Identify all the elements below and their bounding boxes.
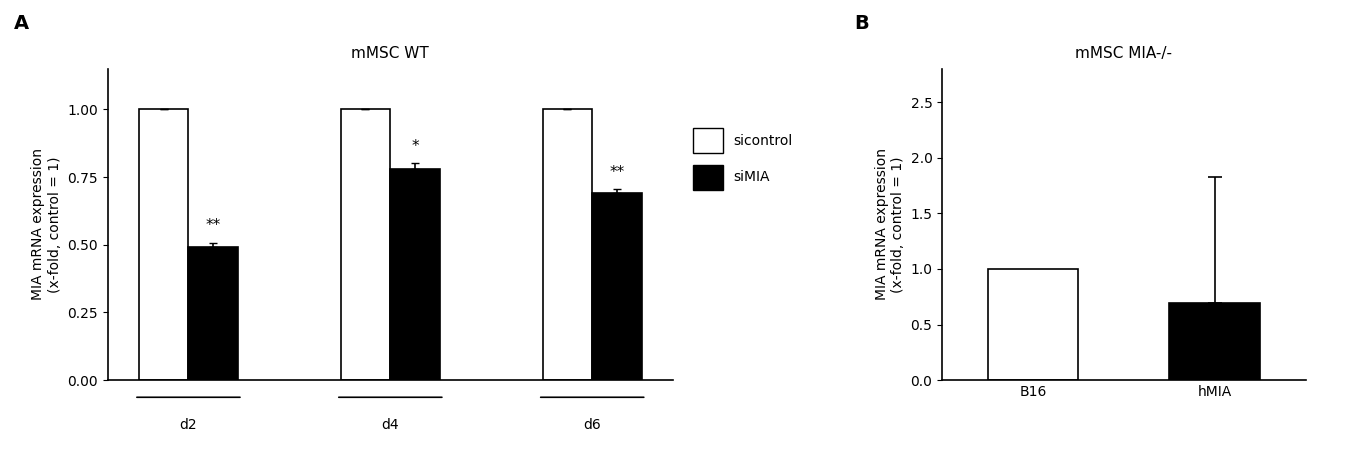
Text: d2: d2 xyxy=(179,418,198,431)
Text: *: * xyxy=(412,139,419,154)
Y-axis label: MIA mRNA expression
(x-fold, control = 1): MIA mRNA expression (x-fold, control = 1… xyxy=(31,148,62,300)
Bar xyxy=(341,109,390,380)
Bar xyxy=(139,109,188,380)
Bar xyxy=(542,109,592,380)
Text: **: ** xyxy=(206,218,221,233)
Text: A: A xyxy=(13,14,28,33)
Bar xyxy=(988,269,1078,380)
Bar xyxy=(188,247,238,380)
Text: **: ** xyxy=(610,165,625,180)
Bar xyxy=(1170,303,1260,380)
Y-axis label: MIA mRNA expression
(x-fold, control = 1): MIA mRNA expression (x-fold, control = 1… xyxy=(875,148,905,300)
Title: mMSC MIA-/-: mMSC MIA-/- xyxy=(1075,46,1172,60)
Text: d4: d4 xyxy=(381,418,400,431)
Text: siMIA: siMIA xyxy=(734,170,770,185)
Text: d6: d6 xyxy=(583,418,602,431)
Text: B: B xyxy=(855,14,870,33)
Text: sicontrol: sicontrol xyxy=(734,134,793,148)
Bar xyxy=(390,169,440,380)
Title: mMSC WT: mMSC WT xyxy=(351,46,429,60)
Bar xyxy=(592,193,642,380)
